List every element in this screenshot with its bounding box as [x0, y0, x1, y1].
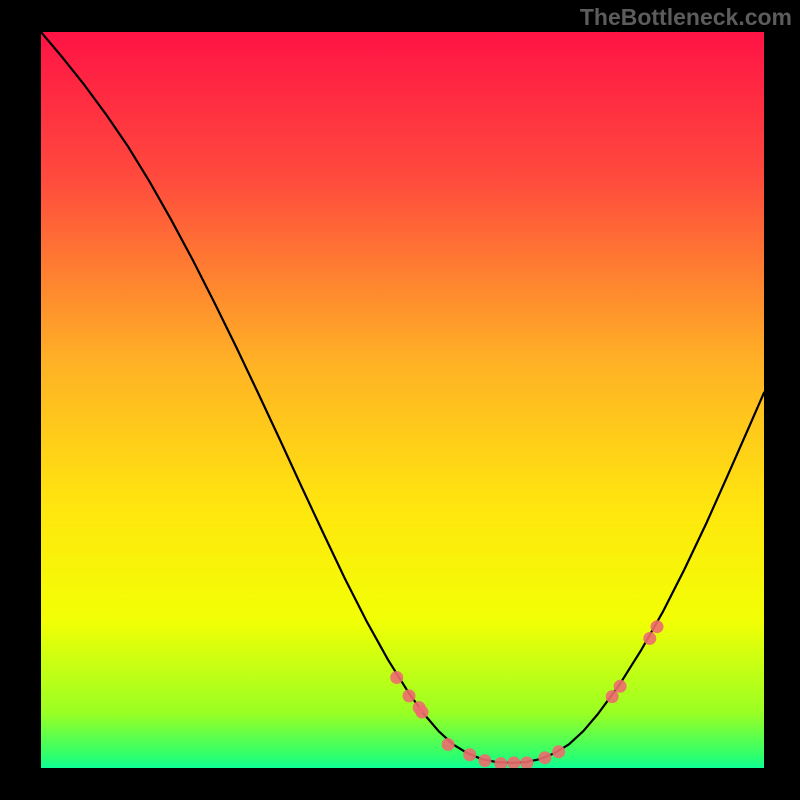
gradient-background: [41, 32, 764, 768]
data-marker: [390, 671, 403, 684]
data-marker: [478, 754, 491, 767]
plot-area: [41, 32, 764, 768]
data-marker: [442, 738, 455, 751]
data-marker: [614, 680, 627, 693]
data-marker: [538, 751, 551, 764]
data-marker: [606, 690, 619, 703]
data-marker: [463, 748, 476, 761]
chart-svg: [41, 32, 764, 768]
data-marker: [643, 632, 656, 645]
data-marker: [651, 620, 664, 633]
watermark-text: TheBottleneck.com: [580, 4, 792, 31]
data-marker: [403, 689, 416, 702]
data-marker: [416, 706, 429, 719]
data-marker: [552, 745, 565, 758]
